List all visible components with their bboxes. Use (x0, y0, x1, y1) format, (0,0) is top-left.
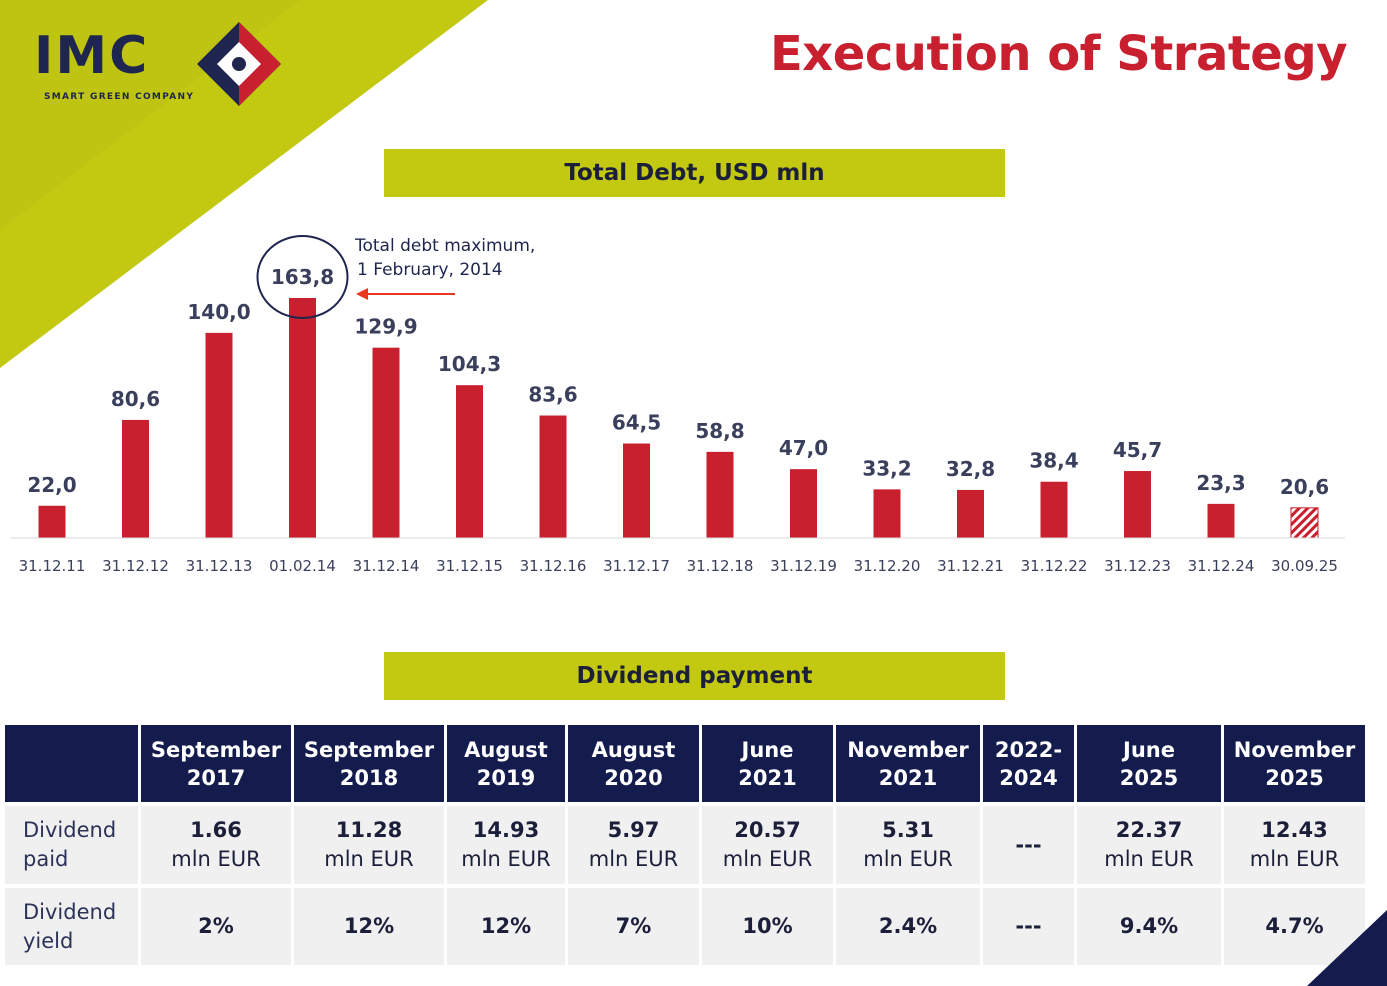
value-label: 83,6 (528, 383, 577, 407)
header-cell: September 2018 (294, 725, 444, 802)
header-cell: June 2021 (702, 725, 833, 802)
logo-diamond-icon (197, 22, 281, 106)
bar-31.12.14 (372, 347, 400, 538)
logo-tagline: SMART GREEN COMPANY (44, 92, 195, 102)
value-label: 129,9 (354, 315, 417, 339)
paid-cell: --- (983, 802, 1074, 884)
page-title: Execution of Strategy (770, 26, 1347, 82)
x-tick-label: 31.12.18 (687, 557, 754, 575)
value-label: 38,4 (1029, 449, 1078, 473)
bar-31.12.11 (38, 505, 66, 538)
x-tick-label: 31.12.17 (603, 557, 670, 575)
yield-cell: 2.4% (836, 884, 980, 965)
total-debt-bar-chart: 22,0 31.12.11 80,6 31.12.12 140,0 31.12.13 163… (10, 235, 1345, 575)
yield-cell: 2% (141, 884, 291, 965)
x-tick-label: 31.12.22 (1021, 557, 1088, 575)
x-tick-label: 31.12.15 (436, 557, 503, 575)
header-cell: June 2025 (1077, 725, 1221, 802)
x-tick-label: 01.02.14 (269, 557, 336, 575)
corner-decoration (1307, 910, 1387, 986)
value-label: 32,8 (946, 457, 995, 481)
value-label: 80,6 (111, 387, 160, 411)
yield-cell: 9.4% (1077, 884, 1221, 965)
yield-cell: 4.7% (1224, 884, 1365, 965)
value-label: 33,2 (862, 456, 911, 480)
paid-cell: 20.57 mln EUR (702, 802, 833, 884)
bar-31.12.24 (1207, 503, 1235, 538)
yield-cell: --- (983, 884, 1074, 965)
value-label: 20,6 (1280, 475, 1329, 499)
x-tick-label: 31.12.13 (186, 557, 253, 575)
bar-31.12.21 (957, 489, 984, 538)
bar-31.12.17 (623, 443, 650, 538)
paid-cell: 22.37 mln EUR (1077, 802, 1221, 884)
x-tick-label: 31.12.19 (770, 557, 837, 575)
bar-31.12.12 (122, 419, 149, 538)
x-tick-label: 31.12.12 (102, 557, 169, 575)
paid-cell: 1.66 mln EUR (141, 802, 291, 884)
dividend-yield-row: Dividend yield 2% 12% 12% 7% 10% 2.4% ---… (5, 884, 1365, 965)
annotation-line1: Total debt maximum, (354, 236, 535, 256)
annotation-line2: 1 February, 2014 (357, 260, 503, 280)
x-tick-label: 30.09.25 (1271, 557, 1338, 575)
header-cell: August 2020 (568, 725, 699, 802)
yield-cell: 12% (294, 884, 444, 965)
x-tick-label: 31.12.21 (937, 557, 1004, 575)
header-empty-cell (5, 725, 138, 802)
paid-cell: 12.43 mln EUR (1224, 802, 1365, 884)
bar-31.12.15 (456, 385, 483, 538)
yield-cell: 7% (568, 884, 699, 965)
x-tick-label: 31.12.24 (1188, 557, 1255, 575)
dividend-header-row: September 2017 September 2018 August 2019 A… (5, 725, 1365, 802)
dividend-paid-row: Dividend paid 1.66 mln EUR 11.28 mln EUR 14… (5, 802, 1365, 884)
bar-31.12.13 (205, 332, 233, 538)
dividend-heading: Dividend payment (384, 652, 1005, 700)
value-label: 45,7 (1113, 438, 1162, 462)
value-label: 140,0 (187, 300, 250, 324)
x-tick-label: 31.12.23 (1104, 557, 1171, 575)
logo-wordmark: IMC (34, 26, 150, 86)
max-value-circle (256, 235, 349, 319)
dividend-table: September 2017 September 2018 August 2019 A… (2, 725, 1368, 965)
value-label: 47,0 (779, 436, 828, 460)
value-label: 23,3 (1196, 471, 1245, 495)
bar-31.12.23 (1124, 471, 1151, 538)
value-label: 104,3 (438, 352, 501, 376)
bar-31.12.18 (706, 451, 734, 538)
paid-cell: 14.93 mln EUR (447, 802, 565, 884)
header-cell: August 2019 (447, 725, 565, 802)
row-label: Dividend yield (5, 884, 138, 965)
bar-01.02.14 (289, 298, 316, 538)
row-label: Dividend paid (5, 802, 138, 884)
bar-31.12.20 (873, 489, 901, 538)
arrow-head-icon (356, 288, 368, 300)
yield-cell: 10% (702, 884, 833, 965)
paid-cell: 5.97 mln EUR (568, 802, 699, 884)
x-tick-label: 31.12.11 (19, 557, 86, 575)
value-label: 64,5 (612, 410, 661, 434)
header-cell: November 2025 (1224, 725, 1365, 802)
x-tick-label: 31.12.20 (854, 557, 921, 575)
value-label: 163,8 (271, 265, 334, 289)
header-cell: 2022- 2024 (983, 725, 1074, 802)
paid-cell: 5.31 mln EUR (836, 802, 980, 884)
paid-cell: 11.28 mln EUR (294, 802, 444, 884)
value-label: 58,8 (695, 419, 744, 443)
debt-maximum-annotation: Total debt maximum, 1 February, 2014 (354, 236, 535, 300)
bar-30.09.25 (1290, 507, 1319, 539)
chart-heading: Total Debt, USD mln (384, 149, 1005, 197)
value-label: 22,0 (27, 473, 76, 497)
bar-31.12.19 (790, 469, 817, 538)
x-tick-label: 31.12.14 (353, 557, 420, 575)
bar-31.12.16 (539, 415, 567, 538)
yield-cell: 12% (447, 884, 565, 965)
bar-31.12.22 (1040, 481, 1068, 538)
header-cell: November 2021 (836, 725, 980, 802)
header-cell: September 2017 (141, 725, 291, 802)
x-tick-label: 31.12.16 (520, 557, 587, 575)
